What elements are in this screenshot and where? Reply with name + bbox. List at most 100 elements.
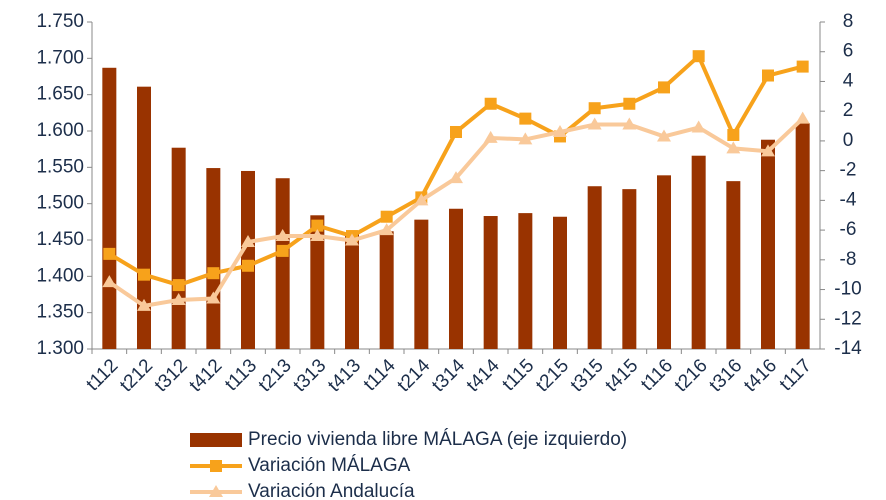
y-tick-label: 1.500: [36, 193, 84, 214]
point: [103, 247, 116, 260]
bar: [310, 215, 325, 349]
bar: [553, 216, 567, 349]
y-tick-label: 1.600: [36, 120, 84, 141]
point: [310, 229, 325, 242]
y2-tick-label: -2: [840, 160, 857, 181]
y2-tick-label: 4: [843, 70, 854, 91]
bar: [449, 208, 463, 349]
point: [345, 233, 359, 246]
point: [518, 132, 533, 145]
y2-tick-label: -8: [840, 249, 857, 270]
bar: [691, 155, 706, 349]
x-tick-label: t313: [289, 355, 330, 396]
point: [137, 298, 151, 311]
point: [206, 291, 221, 304]
bar: [379, 231, 394, 349]
y2-tick-label: -4: [840, 189, 857, 210]
bar: [206, 168, 221, 349]
point: [171, 292, 186, 305]
point: [380, 210, 393, 223]
x-tick-label: t112: [82, 355, 122, 395]
bar: [518, 213, 533, 349]
x-tick-label: t415: [601, 355, 642, 396]
bar: [657, 175, 671, 349]
y2-tick-label: -6: [840, 219, 857, 240]
x-tick-label: t115: [498, 355, 538, 395]
bar: [137, 86, 151, 349]
point: [138, 268, 150, 281]
legend-item: Variación Andalucía: [190, 481, 415, 500]
x-tick-label: t315: [567, 355, 608, 396]
x-tick-label: t117: [776, 355, 816, 395]
bar: [795, 123, 810, 349]
x-tick-label: t413: [324, 355, 365, 396]
point: [379, 223, 394, 236]
point: [519, 112, 532, 125]
bar: [171, 147, 186, 349]
bar: [345, 232, 359, 349]
x-tick-label: t216: [671, 355, 712, 396]
y2-tick-label: 2: [843, 100, 854, 121]
x-tick-label: t113: [221, 355, 261, 395]
point: [172, 279, 185, 292]
y2-tick-label: -10: [834, 279, 861, 300]
point: [727, 128, 740, 141]
point: [587, 117, 602, 130]
y2-tick-label: 6: [843, 41, 854, 62]
bar: [275, 178, 290, 349]
legend-label: Precio vivienda libre MÁLAGA (eje izquie…: [248, 429, 627, 450]
point: [275, 229, 290, 242]
x-tick-label: t213: [255, 355, 296, 396]
point: [242, 259, 254, 272]
y-tick-label: 1.400: [36, 265, 84, 286]
legend-label: Variación Andalucía: [248, 481, 415, 500]
x-tick-label: t414: [463, 355, 504, 396]
y2-tick-label: -12: [834, 308, 861, 329]
point: [449, 171, 463, 184]
bar: [102, 67, 117, 349]
point: [795, 111, 810, 124]
point: [762, 69, 774, 82]
point: [553, 124, 567, 137]
point: [241, 234, 255, 247]
point: [692, 50, 705, 63]
bar: [622, 189, 637, 349]
legend-marker: [209, 485, 223, 497]
x-tick-label: t215: [532, 355, 573, 396]
point: [484, 97, 497, 110]
y-tick-label: 1.750: [36, 11, 84, 32]
bar: [726, 181, 741, 349]
y-tick-label: 1.450: [36, 229, 84, 250]
point: [102, 275, 117, 288]
y-tick-label: 1.650: [36, 84, 84, 105]
y-tick-label: 1.350: [36, 302, 84, 323]
y2-tick-label: 8: [843, 11, 854, 32]
legend-label: Variación MÁLAGA: [248, 455, 411, 476]
y-tick-label: 1.700: [36, 47, 84, 68]
point: [207, 267, 220, 280]
x-tick-label: t314: [428, 355, 469, 396]
point: [311, 219, 324, 232]
bar: [414, 219, 429, 349]
point: [483, 130, 498, 143]
legend-marker: [210, 460, 222, 472]
x-tick-label: t316: [705, 355, 746, 396]
legend-item: Variación MÁLAGA: [190, 455, 411, 476]
point: [658, 81, 670, 94]
y2-tick-label: 0: [843, 130, 854, 151]
y-tick-label: 1.550: [36, 156, 84, 177]
point: [622, 117, 637, 130]
x-tick-label: t312: [151, 355, 192, 396]
point: [414, 193, 429, 206]
x-tick-label: t416: [740, 355, 781, 396]
point: [691, 120, 706, 133]
point: [796, 60, 809, 73]
bar: [587, 186, 602, 349]
point: [588, 102, 601, 115]
point: [450, 125, 462, 138]
point: [657, 129, 671, 142]
legend-swatch: [190, 433, 242, 447]
x-tick-label: t212: [116, 355, 157, 396]
x-tick-label: t412: [185, 355, 226, 396]
